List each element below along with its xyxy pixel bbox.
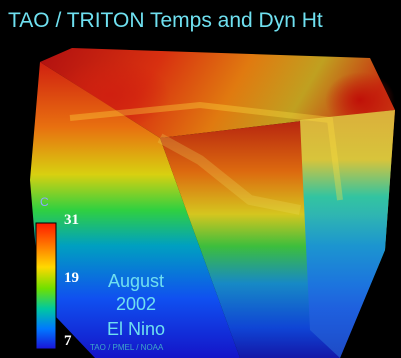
colorbar-min-label: 7 (64, 333, 72, 349)
block-right-face (300, 110, 395, 358)
source-credit: TAO / PMEL / NOAA (90, 343, 164, 352)
block-left-face (30, 62, 240, 358)
block-ridge-line (69, 101, 343, 201)
page-title: TAO / TRITON Temps and Dyn Ht (8, 9, 323, 32)
caption-year: 2002 (115, 294, 157, 314)
colorbar-mid-label: 19 (64, 270, 79, 286)
colorbar-unit-label: C (40, 195, 49, 209)
caption-month: August (107, 271, 165, 291)
caption-event: El Nino (106, 319, 166, 339)
colorbar (35, 222, 57, 350)
colorbar-max-label: 31 (64, 212, 79, 228)
